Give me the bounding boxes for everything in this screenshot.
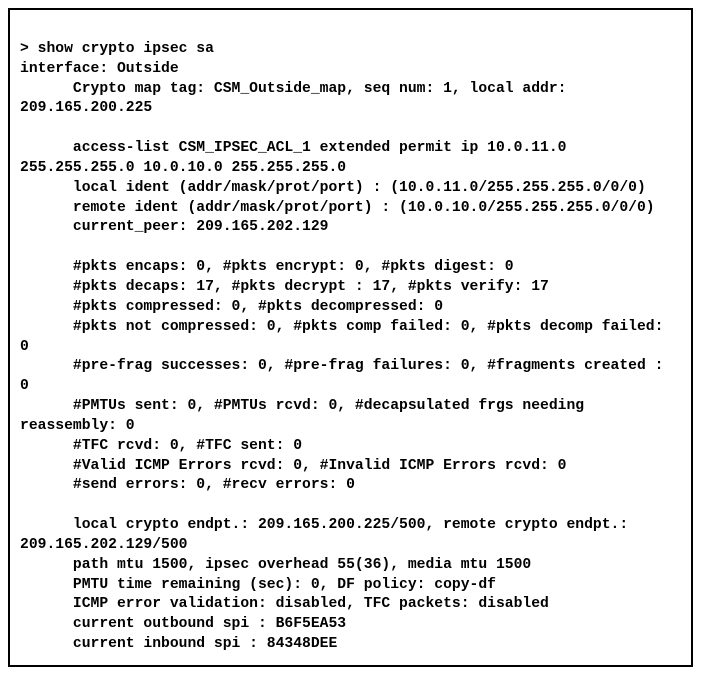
command-text: show crypto ipsec sa bbox=[38, 41, 214, 57]
line-icmp-errors: #Valid ICMP Errors rcvd: 0, #Invalid ICM… bbox=[20, 458, 566, 474]
line-outbound-spi: current outbound spi : B6F5EA53 bbox=[20, 616, 346, 632]
line-pkts-not-compressed: #pkts not compressed: 0, #pkts comp fail… bbox=[20, 319, 672, 355]
prompt-symbol: > bbox=[20, 41, 38, 57]
line-inbound-spi: current inbound spi : 84348DEE bbox=[20, 636, 337, 652]
line-current-peer: current_peer: 209.165.202.129 bbox=[20, 219, 329, 235]
line-pkts-encaps: #pkts encaps: 0, #pkts encrypt: 0, #pkts… bbox=[20, 259, 514, 275]
line-pre-frag: #pre-frag successes: 0, #pre-frag failur… bbox=[20, 358, 672, 394]
line-remote-ident: remote ident (addr/mask/prot/port) : (10… bbox=[20, 200, 655, 216]
prompt: > show crypto ipsec sa bbox=[20, 41, 214, 57]
terminal-output: > show crypto ipsec sa interface: Outsid… bbox=[8, 8, 693, 667]
line-interface: interface: Outside bbox=[20, 61, 179, 77]
line-pmtu-time: PMTU time remaining (sec): 0, DF policy:… bbox=[20, 577, 496, 593]
line-pkts-compressed: #pkts compressed: 0, #pkts decompressed:… bbox=[20, 299, 443, 315]
line-tfc: #TFC rcvd: 0, #TFC sent: 0 bbox=[20, 438, 302, 454]
line-local-ident: local ident (addr/mask/prot/port) : (10.… bbox=[20, 180, 646, 196]
line-icmp-validation: ICMP error validation: disabled, TFC pac… bbox=[20, 596, 549, 612]
line-crypto-map: Crypto map tag: CSM_Outside_map, seq num… bbox=[20, 81, 575, 117]
line-acl: access-list CSM_IPSEC_ACL_1 extended per… bbox=[20, 140, 575, 176]
line-crypto-endpt: local crypto endpt.: 209.165.200.225/500… bbox=[20, 517, 637, 553]
line-path-mtu: path mtu 1500, ipsec overhead 55(36), me… bbox=[20, 557, 531, 573]
line-send-errors: #send errors: 0, #recv errors: 0 bbox=[20, 477, 355, 493]
line-pmtus: #PMTUs sent: 0, #PMTUs rcvd: 0, #decapsu… bbox=[20, 398, 593, 434]
line-pkts-decaps: #pkts decaps: 17, #pkts decrypt : 17, #p… bbox=[20, 279, 549, 295]
